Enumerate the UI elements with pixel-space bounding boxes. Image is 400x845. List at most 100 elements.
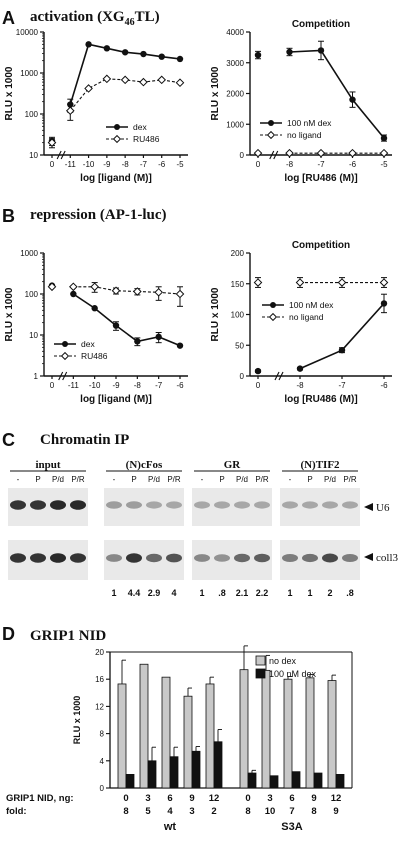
legend-label: RU486: [81, 351, 108, 361]
row-label-amount: GRIP1 NID, ng:: [6, 793, 74, 804]
x-tick-label: -8: [134, 381, 142, 390]
gel-band-coll3: [254, 553, 270, 563]
bar-no-dex: [327, 680, 337, 789]
y-tick-label: 1000: [20, 69, 38, 78]
data-point: [254, 51, 262, 59]
x-tick-label: 0: [50, 381, 55, 390]
fold-label: 7: [289, 806, 294, 817]
legend-marker: [114, 124, 120, 130]
data-point: [65, 106, 75, 116]
fold-label: 2: [211, 806, 216, 817]
bar-no-dex: [205, 683, 215, 789]
gel-band-u6: [106, 501, 122, 509]
fold-label: 10: [265, 806, 276, 817]
lane-label: P: [131, 475, 136, 484]
panel-b-title: repression (AP-1-luc): [30, 207, 167, 223]
gel-group-title: (N)TIF2: [300, 459, 340, 471]
data-point: [380, 134, 388, 142]
data-point: [120, 75, 130, 85]
amount-label: 3: [267, 793, 272, 804]
gel-group-title: input: [35, 459, 60, 471]
bar-no-dex: [117, 683, 127, 789]
gel-band-coll3: [342, 554, 358, 562]
data-point: [286, 48, 293, 56]
gel-band-u6: [322, 501, 338, 509]
y-tick-label: 10: [29, 331, 38, 340]
x-axis-label: log [ligand (M)]: [80, 394, 152, 405]
gel-band-u6: [146, 501, 162, 509]
data-point: [285, 148, 294, 158]
bar-100-nM-dex: [335, 774, 345, 789]
gel-band-coll3: [30, 553, 46, 563]
gel-band-coll3: [70, 553, 86, 563]
fold-label: 5: [145, 806, 151, 817]
y-tick-label: 3000: [226, 59, 244, 68]
data-point: [70, 290, 77, 298]
data-point: [111, 286, 121, 296]
amount-label: 0: [123, 793, 128, 804]
band-quant: 1: [111, 588, 116, 598]
lane-label: P: [307, 475, 312, 484]
axis-break-mark: [274, 371, 280, 381]
lane-label: P/R: [255, 475, 269, 484]
x-tick-label: -10: [89, 381, 101, 390]
panel-d-title: GRIP1 NID: [30, 628, 106, 644]
data-point: [316, 148, 326, 158]
y-tick-label: 4: [100, 757, 105, 766]
bar-100-nM-dex: [213, 741, 223, 789]
y-tick-label: 2000: [226, 90, 244, 99]
amount-label: 0: [245, 793, 250, 804]
y-tick-label: 16: [95, 675, 104, 684]
bar-100-nM-dex: [291, 771, 301, 789]
y-axis-label: RLU x 1000: [210, 287, 221, 341]
y-tick-label: 20: [95, 648, 104, 657]
y-axis-label: RLU x 1000: [4, 287, 15, 341]
x-tick-label: -6: [158, 160, 166, 169]
gel-band-coll3: [302, 553, 318, 563]
data-point: [338, 346, 346, 354]
fold-label: 9: [333, 806, 338, 817]
x-tick-label: 0: [50, 160, 55, 169]
gel-band-u6: [302, 501, 318, 509]
y-tick-label: 10000: [16, 28, 39, 37]
fold-label: 3: [189, 806, 194, 817]
lane-label: P/R: [71, 475, 85, 484]
bar-no-dex: [139, 663, 149, 789]
data-point: [379, 148, 389, 158]
x-tick-label: -10: [83, 160, 95, 169]
panel-a-letter: A: [2, 8, 15, 28]
data-point: [254, 367, 262, 375]
y-tick-label: 1000: [20, 249, 38, 258]
legend-label: 100 nM dex: [269, 669, 317, 679]
band-arrow: [364, 553, 373, 561]
group-label: S3A: [281, 821, 302, 833]
y-tick-label: 100: [231, 311, 245, 320]
band-quant: 2.1: [236, 588, 249, 598]
bar-100-nM-dex: [247, 772, 257, 789]
data-point: [176, 55, 184, 63]
band-quant: 2: [327, 588, 332, 598]
fold-label: 8: [245, 806, 250, 817]
gel-band-coll3: [126, 553, 142, 563]
lane-label: P: [35, 475, 40, 484]
band-label: U6: [376, 502, 390, 514]
chart-activation-dose: 10 100 1000 10000 0 -11 -10 -9 -8 -7 -6 -5 log [liga…: [4, 28, 188, 184]
x-tick-label: -7: [140, 160, 148, 169]
band-quant: 4: [171, 588, 176, 598]
gel-band-u6: [30, 500, 46, 510]
data-point: [348, 148, 357, 158]
lane-label: -: [289, 475, 292, 484]
axis-break-mark: [58, 371, 64, 381]
legend-label: RU486: [133, 134, 160, 144]
gel-band-u6: [194, 501, 210, 509]
gel-band-u6: [342, 501, 358, 509]
x-tick-label: -7: [155, 381, 163, 390]
gel-band-coll3: [214, 554, 230, 562]
lane-label: P/d: [324, 475, 336, 484]
amount-label: 9: [311, 793, 316, 804]
gel-band-u6: [50, 500, 66, 510]
data-point: [155, 333, 162, 341]
y-axis-label: RLU x 1000: [210, 66, 221, 120]
chart-grip1-nid: 0 4 8 12 16 20 RLU x 1000 0 8 3 5 6 4 9 3 12 2 wt 0 8 3 10 6 7 9…: [6, 645, 353, 833]
axis-break-mark: [56, 150, 62, 160]
